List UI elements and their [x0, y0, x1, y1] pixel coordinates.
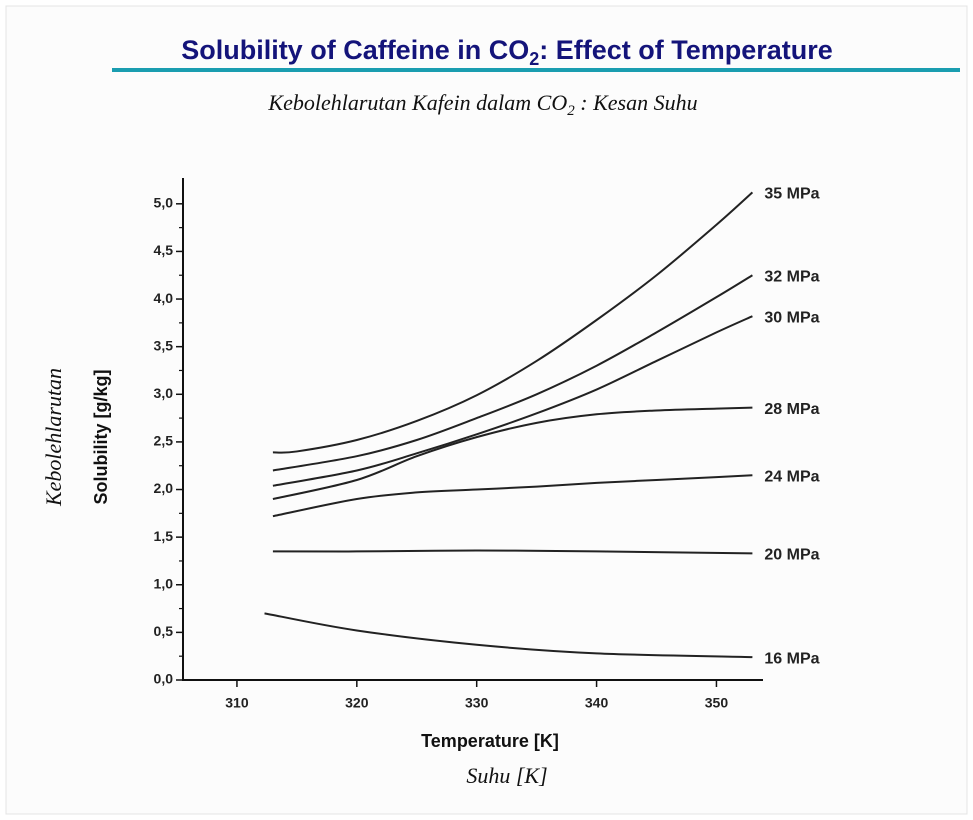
series-label: 16 MPa: [764, 650, 819, 667]
x-axis-label: Temperature [K]: [421, 731, 559, 751]
series-label: 30 MPa: [764, 309, 819, 326]
y-tick-label: 5,0: [154, 195, 174, 211]
subtitle-subscript: 2: [567, 103, 575, 119]
y-tick-label: 0,0: [154, 671, 174, 687]
x-tick-label: 350: [705, 695, 729, 711]
series-line: [272, 274, 753, 472]
x-tick-label: 340: [585, 695, 609, 711]
series-line: [272, 406, 753, 501]
title-part: : Effect of Temperature: [539, 35, 833, 65]
series-line: [264, 612, 753, 659]
y-tick-label: 2,5: [154, 433, 174, 449]
series-label: 32 MPa: [764, 268, 819, 285]
y-axis-label-alt: Kebolehlarutan: [41, 368, 66, 507]
title-underline: [112, 68, 960, 72]
y-tick-label: 3,5: [154, 337, 174, 353]
y-tick-label: 1,0: [154, 575, 174, 591]
subtitle-part: Kebolehlarutan Kafein dalam CO: [267, 90, 567, 115]
y-tick-label: 1,5: [154, 528, 174, 544]
series-label: 28 MPa: [764, 401, 819, 418]
y-tick-label: 4,5: [154, 242, 174, 258]
series-label: 24 MPa: [764, 468, 819, 485]
y-tick-label: 0,5: [154, 623, 174, 639]
y-tick-label: 3,0: [154, 385, 174, 401]
subtitle-part: : Kesan Suhu: [575, 90, 698, 115]
series-line: [272, 315, 753, 487]
title: Solubility of Caffeine in CO2: Effect of…: [181, 35, 833, 69]
y-tick-label: 4,0: [154, 290, 174, 306]
series-label: 20 MPa: [764, 547, 819, 564]
title-subscript: 2: [529, 49, 539, 69]
x-tick-label: 330: [465, 695, 489, 711]
y-axis-label: Solubility [g/kg]: [91, 370, 111, 505]
x-tick-label: 310: [225, 695, 249, 711]
series-line: [272, 474, 753, 518]
slide-background: [5, 5, 968, 815]
title-part: Solubility of Caffeine in CO: [181, 35, 529, 65]
series-line: [272, 549, 753, 555]
series-line: [272, 191, 754, 454]
x-axis-label-alt: Suhu [K]: [466, 763, 547, 788]
subtitle: Kebolehlarutan Kafein dalam CO2 : Kesan …: [267, 90, 697, 119]
y-tick-label: 2,0: [154, 480, 174, 496]
x-tick-label: 320: [345, 695, 369, 711]
series-label: 35 MPa: [764, 186, 819, 203]
